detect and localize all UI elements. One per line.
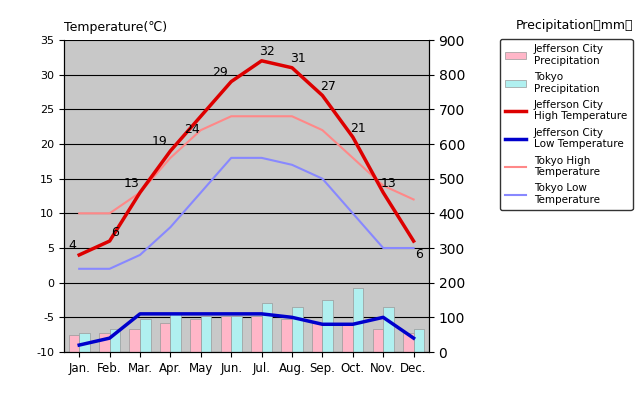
- Bar: [383, 307, 394, 352]
- Bar: [79, 333, 90, 352]
- Bar: [190, 319, 201, 352]
- Bar: [282, 319, 292, 352]
- Bar: [251, 316, 262, 352]
- Bar: [231, 316, 242, 352]
- Text: 6: 6: [111, 226, 119, 238]
- Bar: [372, 330, 383, 352]
- Bar: [312, 322, 323, 352]
- Bar: [109, 330, 120, 352]
- Text: 29: 29: [212, 66, 228, 79]
- Bar: [170, 314, 181, 352]
- Bar: [353, 288, 364, 352]
- Text: 19: 19: [152, 135, 167, 148]
- Text: 31: 31: [290, 52, 305, 65]
- Text: 13: 13: [381, 177, 397, 190]
- Text: 21: 21: [351, 122, 366, 134]
- Bar: [323, 300, 333, 352]
- Text: 24: 24: [184, 123, 200, 136]
- Text: 27: 27: [320, 80, 336, 93]
- Bar: [262, 304, 272, 352]
- Text: 6: 6: [415, 248, 423, 261]
- Bar: [160, 322, 170, 352]
- Bar: [221, 316, 231, 352]
- Bar: [342, 322, 353, 352]
- Bar: [413, 330, 424, 352]
- Text: 32: 32: [259, 45, 275, 58]
- Text: 13: 13: [124, 177, 140, 190]
- Bar: [68, 335, 79, 352]
- Bar: [99, 333, 109, 352]
- Bar: [140, 319, 150, 352]
- Legend: Jefferson City
Precipitation, Tokyo
Precipitation, Jefferson City
High Temperatu: Jefferson City Precipitation, Tokyo Prec…: [500, 39, 632, 210]
- Bar: [201, 316, 211, 352]
- Bar: [292, 307, 303, 352]
- Text: 4: 4: [68, 239, 76, 252]
- Bar: [403, 333, 413, 352]
- Text: Precipitation（mm）: Precipitation（mm）: [516, 19, 634, 32]
- Bar: [129, 330, 140, 352]
- Text: Temperature(℃): Temperature(℃): [64, 21, 167, 34]
